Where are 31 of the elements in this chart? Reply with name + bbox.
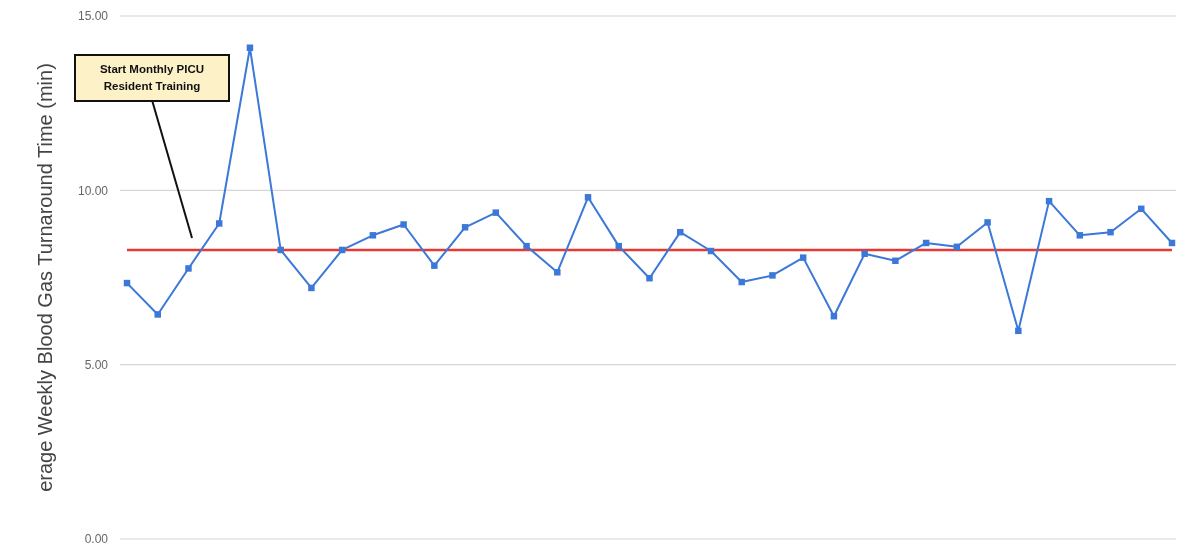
point (646, 274, 653, 282)
y-tick-label: 10.00 (77, 183, 109, 198)
point (523, 242, 530, 250)
point (246, 44, 254, 51)
point (892, 257, 899, 265)
point (584, 194, 592, 201)
point (554, 269, 561, 276)
y-tick-label: 5.00 (84, 357, 109, 372)
point (1076, 232, 1084, 239)
y-tick-label: 0.00 (84, 532, 109, 547)
y-tick-label: 15.00 (77, 9, 109, 24)
point (215, 220, 223, 227)
point (1107, 228, 1114, 236)
point (185, 265, 192, 272)
point (799, 254, 807, 261)
point (1015, 327, 1022, 335)
point (738, 278, 745, 286)
point (769, 272, 776, 279)
point (154, 311, 161, 318)
point (461, 224, 469, 231)
point (308, 284, 315, 292)
point (984, 219, 991, 226)
annotation: Start Monthly PICU Resident Training (99, 63, 205, 92)
point (431, 262, 438, 269)
y-axis-title: erage Weekly Blood Gas Turnaround Time (min) (34, 63, 56, 492)
point (861, 250, 868, 258)
point (1138, 205, 1145, 213)
point (492, 209, 500, 216)
point (369, 232, 377, 239)
point (277, 246, 284, 254)
point (400, 221, 407, 228)
